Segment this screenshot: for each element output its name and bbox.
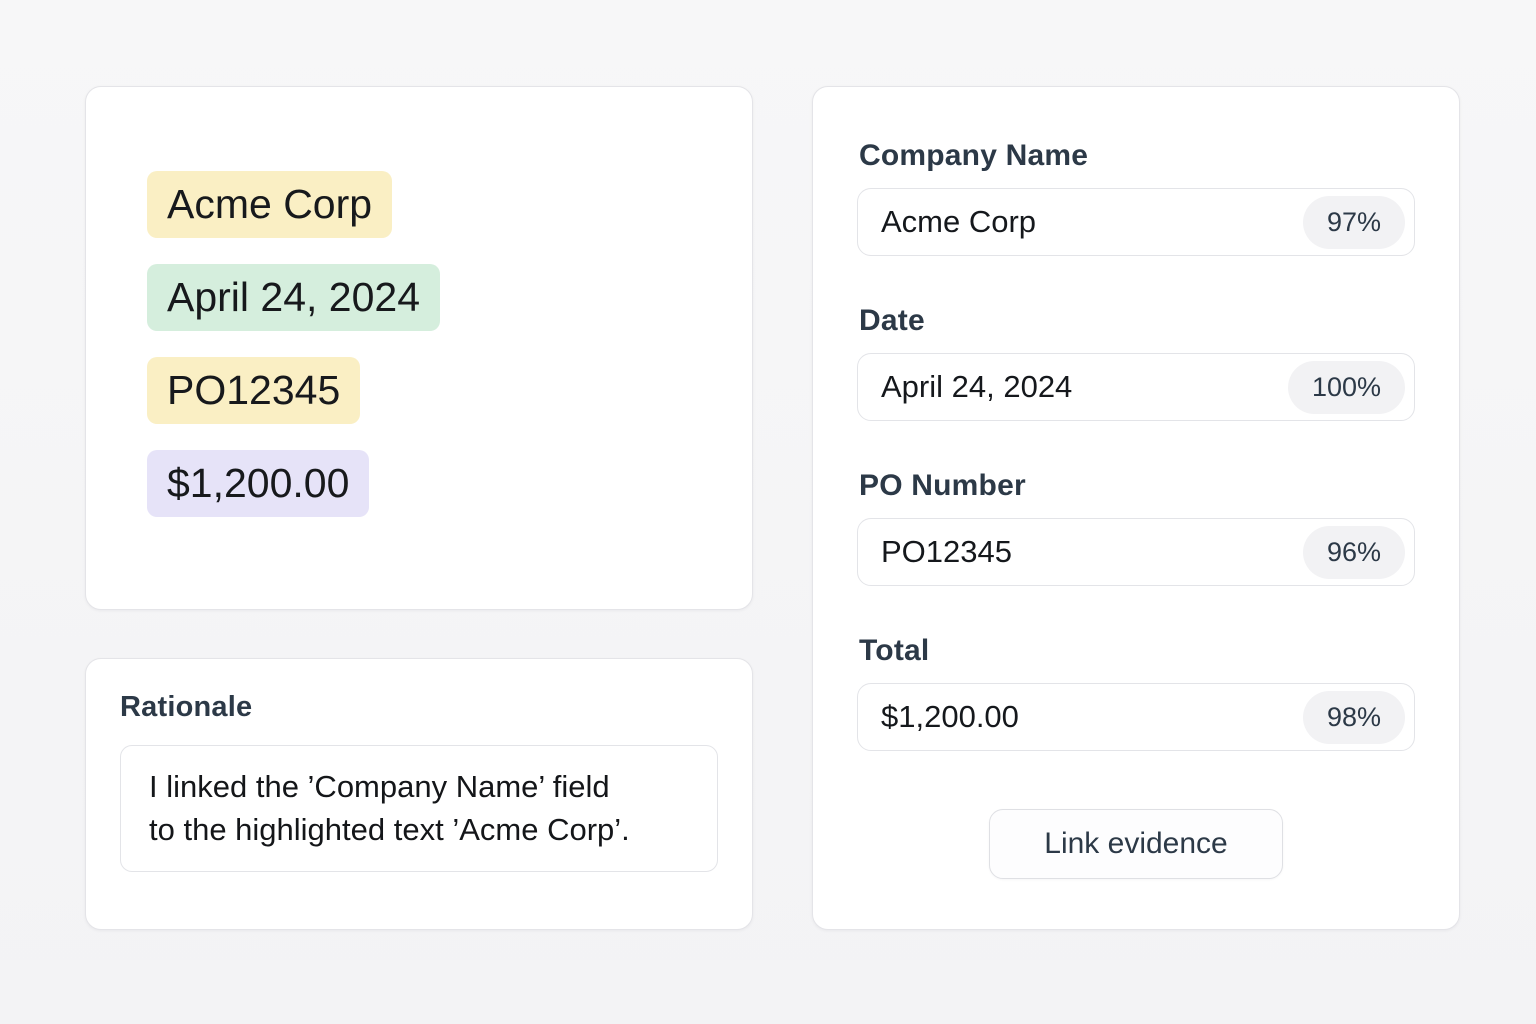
- rationale-title: Rationale: [120, 691, 253, 723]
- rationale-text-line: I linked the ’Company Name’ field: [149, 769, 610, 804]
- confidence-badge-company-name: 97%: [1302, 195, 1405, 249]
- field-value-po-number: PO12345: [881, 534, 1012, 569]
- field-value-company-name: Acme Corp: [881, 204, 1037, 239]
- field-input-po-number[interactable]: PO12345 96%: [857, 518, 1415, 586]
- form-button-row: Link evidence: [857, 809, 1415, 879]
- field-label-total: Total: [859, 634, 930, 667]
- document-preview-panel: Acme Corp April 24, 2024 PO12345 $1,200.…: [85, 86, 753, 610]
- confidence-badge-total: 98%: [1302, 690, 1405, 744]
- field-label-date: Date: [859, 304, 925, 337]
- field-input-date[interactable]: April 24, 2024 100%: [857, 353, 1415, 421]
- rationale-panel: Rationale I linked the ’Company Name’ fi…: [85, 658, 753, 930]
- field-input-total[interactable]: $1,200.00 98%: [857, 683, 1415, 751]
- field-group-total: Total $1,200.00 98%: [857, 634, 1415, 751]
- field-value-total: $1,200.00: [881, 699, 1019, 734]
- rationale-textbox[interactable]: I linked the ’Company Name’ field to the…: [120, 745, 718, 872]
- extraction-form-panel: Company Name Acme Corp 97% Date April 24…: [812, 86, 1460, 930]
- highlight-po-number[interactable]: PO12345: [147, 357, 361, 424]
- highlight-company-name[interactable]: Acme Corp: [147, 171, 393, 238]
- field-group-date: Date April 24, 2024 100%: [857, 304, 1415, 421]
- confidence-badge-po-number: 96%: [1302, 525, 1405, 579]
- field-label-company-name: Company Name: [859, 139, 1089, 172]
- field-value-date: April 24, 2024: [881, 369, 1073, 404]
- field-group-company-name: Company Name Acme Corp 97%: [857, 139, 1415, 256]
- highlight-date[interactable]: April 24, 2024: [147, 264, 441, 331]
- field-label-po-number: PO Number: [859, 469, 1026, 502]
- confidence-badge-date: 100%: [1287, 360, 1405, 414]
- highlight-total[interactable]: $1,200.00: [147, 450, 370, 517]
- rationale-text-line: to the highlighted text ’Acme Corp’.: [149, 812, 630, 848]
- link-evidence-button[interactable]: Link evidence: [989, 809, 1283, 879]
- field-group-po-number: PO Number PO12345 96%: [857, 469, 1415, 586]
- field-input-company-name[interactable]: Acme Corp 97%: [857, 188, 1415, 256]
